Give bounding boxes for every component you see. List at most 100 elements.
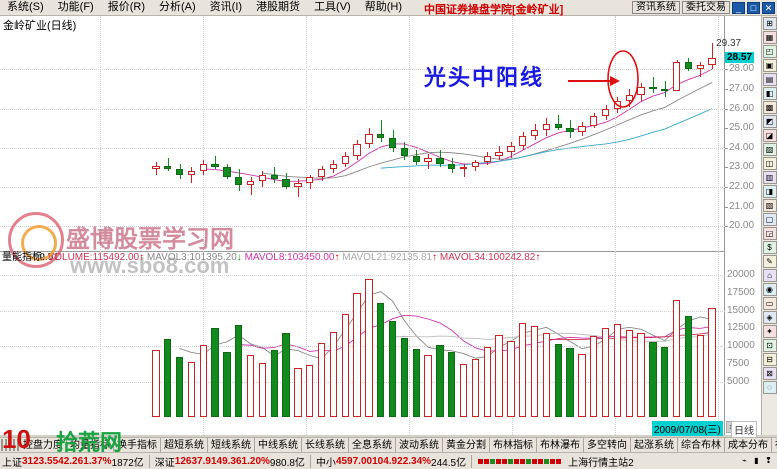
volume-bar[interactable]: [530, 326, 539, 417]
period-badge[interactable]: 日线: [731, 421, 757, 438]
candlestick[interactable]: [164, 165, 172, 170]
candlestick[interactable]: [258, 175, 267, 182]
volume-bar[interactable]: [400, 337, 409, 417]
volume-bar[interactable]: [448, 351, 456, 417]
candlestick[interactable]: [365, 134, 373, 144]
volume-bar[interactable]: [554, 343, 562, 417]
volume-bar[interactable]: [294, 368, 302, 417]
volume-bar[interactable]: [661, 346, 669, 417]
toolbar-home-icon[interactable]: ⌂: [762, 269, 777, 282]
volume-bar[interactable]: [329, 331, 338, 417]
status-index-sme[interactable]: 中小 4597.00 104.92 2.34% 244.5亿: [314, 454, 468, 469]
candlestick[interactable]: [708, 58, 716, 66]
volume-bar[interactable]: [519, 323, 527, 417]
volume-chart-pane[interactable]: 量能指标: VOLUME:115492.00↑ MAVOL3:101395.20…: [0, 252, 725, 435]
toolbar-tile-icon[interactable]: ▧: [762, 199, 777, 212]
toolbar-bar-icon[interactable]: ▭: [762, 297, 777, 310]
tab-nav-right-icon[interactable]: ▶: [5, 439, 7, 451]
toolbar-layout-icon[interactable]: ⊞: [762, 17, 777, 30]
indicator-tab-7[interactable]: 全息系统: [349, 438, 396, 452]
indicator-tab-10[interactable]: 布林指标: [490, 438, 537, 452]
candlestick[interactable]: [483, 155, 491, 162]
status-index-sz[interactable]: 深证 12637.9 149.36 1.20% 980.8亿: [153, 454, 307, 469]
volume-bar[interactable]: [684, 316, 693, 417]
candlestick[interactable]: [590, 116, 598, 127]
candlestick[interactable]: [377, 134, 385, 139]
tab-nav-left-icon[interactable]: ◀: [1, 439, 3, 451]
toolbar-cross-icon[interactable]: ⊠: [762, 367, 777, 380]
candlestick[interactable]: [294, 183, 302, 188]
toolbar-star-icon[interactable]: ✦: [762, 325, 777, 338]
volume-bar[interactable]: [175, 356, 184, 417]
volume-bar[interactable]: [637, 333, 645, 417]
toolbar-frame-icon[interactable]: ◨: [762, 185, 777, 198]
candlestick[interactable]: [436, 157, 444, 164]
volume-bar[interactable]: [601, 327, 610, 417]
volume-bar[interactable]: [708, 307, 716, 417]
toolbar-pattern-icon[interactable]: ▩: [762, 101, 777, 114]
candlestick[interactable]: [672, 61, 681, 91]
volume-bar[interactable]: [625, 330, 633, 417]
indicator-tab-13[interactable]: 起涨系统: [631, 438, 678, 452]
volume-bar[interactable]: [566, 348, 574, 417]
volume-bar[interactable]: [424, 355, 432, 417]
toolbar-texture-icon[interactable]: ▨: [762, 143, 777, 156]
volume-bar[interactable]: [377, 303, 385, 417]
volume-bar[interactable]: [365, 278, 373, 417]
indicator-tab-0[interactable]: 控盘力度: [20, 438, 67, 452]
close-button[interactable]: ✕: [762, 1, 775, 14]
volume-bar[interactable]: [353, 292, 361, 417]
candlestick[interactable]: [495, 151, 503, 156]
volume-bar[interactable]: [495, 335, 503, 417]
volume-bar[interactable]: [199, 344, 207, 417]
indicator-tab-bar[interactable]: ◀ ▶ ▤ ▥ ⚙ 控盘力度均量指标换手指标超短系统短线系统中线系统长线系统全息…: [0, 437, 777, 452]
volume-bar[interactable]: [388, 321, 397, 417]
toolbar-table-icon[interactable]: ▤: [762, 73, 777, 86]
chart-area[interactable]: 金岭矿业(日线) 28.00 27.00 26.00 25.00 24.00 23.00 2…: [0, 16, 777, 435]
toolbar-quad-icon[interactable]: ◪: [762, 129, 777, 142]
candlestick[interactable]: [696, 65, 704, 70]
tab-settings-icon[interactable]: ⚙: [17, 439, 19, 451]
volume-bar[interactable]: [436, 345, 444, 417]
candlestick[interactable]: [353, 143, 361, 156]
volume-bar[interactable]: [507, 341, 515, 417]
candlestick[interactable]: [661, 89, 669, 91]
toolbar-minus-icon[interactable]: ⊟: [762, 353, 777, 366]
indicator-tab-12[interactable]: 多空转向: [584, 438, 631, 452]
candlestick[interactable]: [211, 163, 219, 168]
toolbar-dot-icon[interactable]: ◉: [762, 283, 777, 296]
info-system-button[interactable]: 资讯系统: [632, 1, 680, 14]
status-alert-icon[interactable]: ❢: [765, 455, 772, 465]
menu-item-function[interactable]: 功能(F): [57, 1, 94, 13]
candlestick[interactable]: [424, 157, 432, 162]
volume-bar[interactable]: [672, 299, 681, 417]
toolbar-window-icon[interactable]: ◲: [762, 227, 777, 240]
toolbar-money-icon[interactable]: $: [762, 241, 777, 254]
volume-bar[interactable]: [306, 365, 314, 417]
candlestick[interactable]: [412, 155, 420, 162]
volume-bar[interactable]: [542, 332, 551, 417]
trade-button[interactable]: 委托交易: [682, 1, 730, 14]
volume-bar[interactable]: [282, 333, 290, 417]
volume-bar[interactable]: [412, 348, 420, 417]
candlestick[interactable]: [578, 126, 586, 133]
candlestick[interactable]: [270, 175, 278, 180]
minimize-button[interactable]: _: [732, 1, 745, 14]
volume-bar[interactable]: [258, 363, 267, 417]
candlestick[interactable]: [519, 136, 527, 146]
volume-bar[interactable]: [483, 347, 491, 417]
toolbar-corner-icon[interactable]: ◩: [762, 115, 777, 128]
candlestick[interactable]: [282, 179, 290, 188]
toolbar-gem-icon[interactable]: ◈: [762, 311, 777, 324]
indicator-tab-15[interactable]: 成本分布: [725, 438, 772, 452]
menu-item-information[interactable]: 资讯(I): [209, 1, 243, 13]
volume-bar[interactable]: [317, 342, 326, 417]
candlestick[interactable]: [471, 161, 480, 168]
toolbar-box-icon[interactable]: ▣: [762, 59, 777, 72]
volume-bar[interactable]: [471, 358, 480, 417]
candlestick[interactable]: [329, 163, 338, 170]
toolbar-node-icon[interactable]: ⊡: [762, 339, 777, 352]
volume-bar[interactable]: [211, 328, 219, 417]
volume-bar[interactable]: [341, 314, 349, 417]
candlestick[interactable]: [601, 108, 610, 117]
